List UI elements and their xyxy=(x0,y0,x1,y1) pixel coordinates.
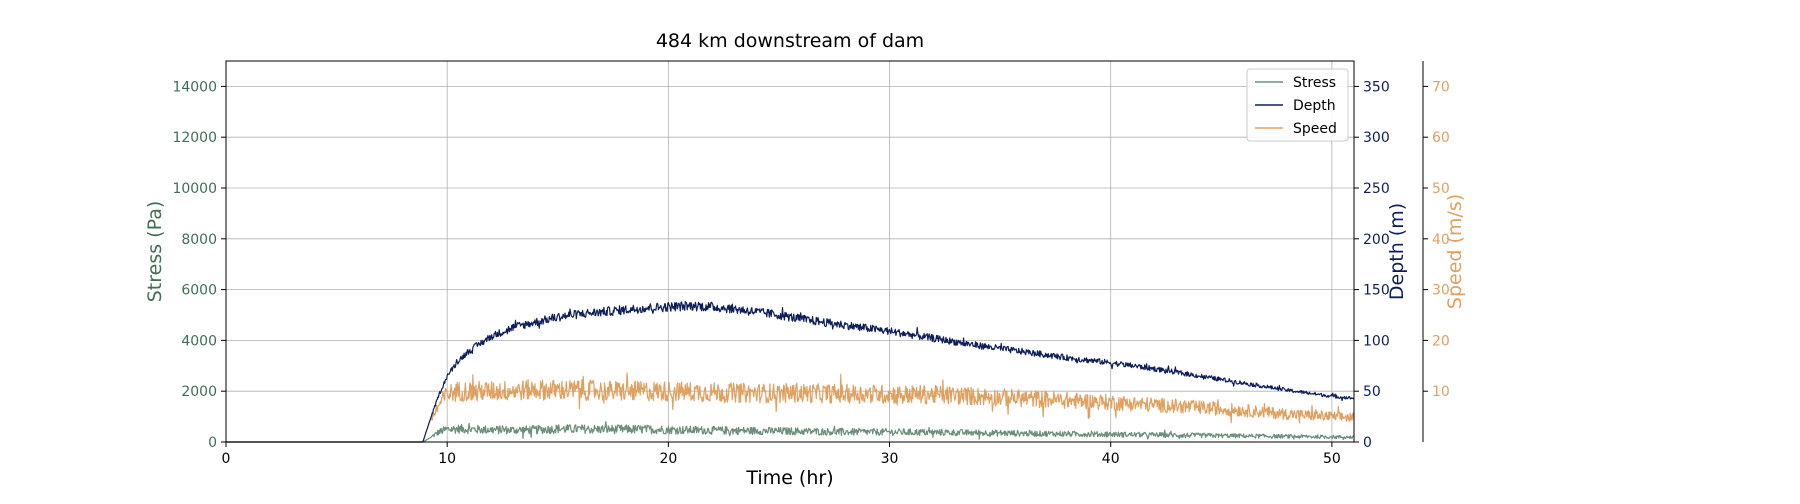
axes: 0 10 20 30 40 5002000400060008000100001200014… xyxy=(172,61,1450,467)
x-axis-label: Time (hr) xyxy=(745,467,833,489)
depth-tick-label-0: 0 xyxy=(1363,435,1372,451)
stress-tick-label-3: 6000 xyxy=(181,283,217,299)
stress-tick-label-0: 0 xyxy=(208,435,217,451)
y-axis-label-stress: Stress (Pa) xyxy=(144,201,166,303)
stress-tick-label-4: 8000 xyxy=(181,232,217,248)
y-axis-label-speed: Speed (m/s) xyxy=(1444,194,1466,309)
chart-title: 484 km downstream of dam xyxy=(656,30,924,52)
depth-tick-label-6: 300 xyxy=(1363,130,1390,146)
legend-label-speed: Speed xyxy=(1293,121,1337,137)
depth-tick-label-5: 250 xyxy=(1363,181,1390,197)
speed-tick-label-4: 50 xyxy=(1432,181,1450,197)
grid xyxy=(225,61,1354,443)
x-tick-label-3: 30 xyxy=(881,451,899,467)
stress-tick-label-5: 10000 xyxy=(172,181,217,197)
y-axis-label-depth: Depth (m) xyxy=(1386,203,1408,300)
stress-tick-label-1: 2000 xyxy=(181,384,217,400)
depth-tick-label-2: 100 xyxy=(1363,333,1390,349)
legend: Stress Depth Speed xyxy=(1246,68,1349,142)
plot-frame xyxy=(225,60,1355,443)
x-tick-label-2: 20 xyxy=(659,451,677,467)
legend-box xyxy=(1246,68,1349,142)
legend-label-stress: Stress xyxy=(1293,75,1336,91)
speed-tick-label-3: 40 xyxy=(1432,232,1450,248)
legend-label-depth: Depth xyxy=(1293,98,1336,114)
stress-tick-label-7: 14000 xyxy=(172,79,217,95)
stress-tick-label-2: 4000 xyxy=(181,333,217,349)
x-tick-label-4: 40 xyxy=(1102,451,1120,467)
depth-tick-label-7: 350 xyxy=(1363,79,1390,95)
speed-tick-label-5: 60 xyxy=(1432,130,1450,146)
depth-tick-label-3: 150 xyxy=(1363,283,1390,299)
stress-tick-label-6: 12000 xyxy=(172,130,217,146)
x-tick-label-0: 0 xyxy=(222,451,231,467)
depth-tick-label-1: 50 xyxy=(1363,384,1381,400)
speed-tick-label-0: 10 xyxy=(1432,384,1450,400)
x-tick-label-1: 10 xyxy=(438,451,456,467)
speed-tick-label-1: 20 xyxy=(1432,333,1450,349)
depth-tick-label-4: 200 xyxy=(1363,232,1390,248)
plot-series xyxy=(226,301,1355,443)
series-line-depth xyxy=(226,301,1355,443)
speed-tick-label-2: 30 xyxy=(1432,283,1450,299)
x-tick-label-5: 50 xyxy=(1323,451,1341,467)
series-line-stress xyxy=(226,421,1355,443)
speed-tick-label-6: 70 xyxy=(1432,79,1450,95)
